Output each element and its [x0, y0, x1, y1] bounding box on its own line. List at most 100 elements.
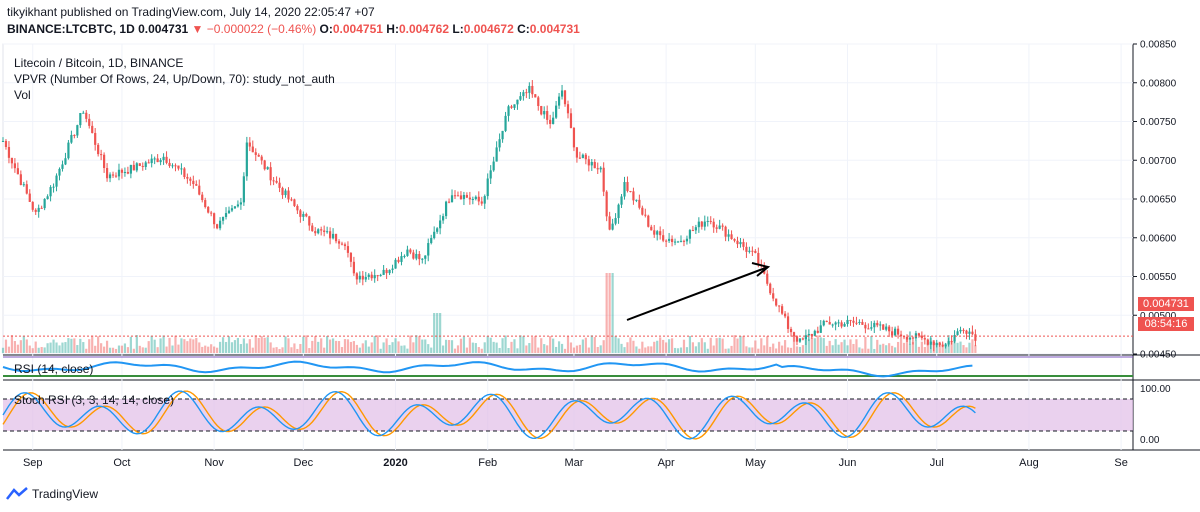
candle-body	[355, 273, 358, 280]
volume-bar	[873, 348, 876, 353]
volume-bar	[367, 346, 370, 353]
candle-body	[846, 319, 849, 325]
candle-body	[126, 171, 129, 174]
candle-body	[546, 111, 549, 120]
candle-body	[439, 220, 442, 229]
volume-bar	[132, 348, 135, 353]
candle-body	[447, 201, 451, 203]
volume-bar	[352, 341, 355, 353]
candle-body	[531, 85, 534, 95]
volume-bar	[905, 337, 909, 353]
volume-bar	[635, 346, 638, 353]
volume-bar	[902, 342, 906, 353]
volume-bar	[64, 342, 67, 353]
volume-bar	[920, 341, 923, 353]
candle-body	[444, 201, 448, 217]
volume-bar	[953, 340, 956, 353]
volume-bar	[849, 339, 852, 353]
candle-body	[778, 305, 781, 307]
volume-bar	[819, 337, 822, 353]
volume-bar	[569, 342, 573, 353]
candle-body	[263, 160, 266, 170]
volume-bar	[858, 347, 861, 353]
volume-bar	[519, 335, 522, 353]
candle-body	[587, 159, 590, 166]
candle-body	[810, 333, 813, 336]
y-tick-label: 0.00850	[1140, 40, 1177, 51]
volume-bar	[483, 342, 486, 353]
candle-body	[391, 268, 394, 270]
high-label: H:	[386, 22, 399, 36]
candle-body	[891, 331, 894, 336]
volume-bar	[593, 337, 596, 353]
candle-body	[513, 104, 516, 108]
candle-body	[141, 165, 144, 167]
volume-bar	[287, 338, 290, 353]
tradingview-logo[interactable]: TradingView	[6, 487, 98, 501]
candle-body	[801, 338, 805, 340]
volume-bar	[97, 336, 100, 353]
volume-bar	[867, 348, 870, 353]
candle-body	[659, 231, 662, 236]
volume-bar	[55, 342, 58, 353]
candle-body	[932, 341, 935, 346]
volume-bar	[88, 339, 91, 353]
candle-body	[665, 240, 668, 242]
candle-body	[189, 178, 192, 181]
volume-bar	[495, 342, 498, 353]
volume-bar	[513, 339, 516, 353]
candle-body	[697, 221, 700, 228]
candle-body	[55, 175, 58, 187]
volume-bar	[688, 335, 692, 353]
candle-body	[236, 204, 240, 207]
candle-body	[673, 241, 677, 243]
volume-bar	[337, 341, 341, 353]
volume-bar	[525, 345, 528, 353]
volume-bar	[899, 337, 903, 353]
volume-bar	[251, 347, 254, 353]
volume-bar	[34, 341, 37, 353]
candle-body	[70, 134, 73, 143]
volume-bar	[290, 347, 293, 353]
candle-body	[510, 106, 513, 108]
volume-bar	[385, 338, 388, 353]
candle-body	[269, 167, 272, 181]
annotation-arrow[interactable]	[626, 266, 769, 321]
volume-bar	[346, 339, 350, 353]
volume-bar	[91, 335, 94, 353]
candle-body	[560, 90, 564, 97]
volume-bar	[896, 341, 900, 353]
volume-bar	[894, 347, 897, 353]
volume-bar	[617, 338, 620, 353]
candle-body	[37, 207, 40, 212]
candle-body	[685, 238, 689, 242]
candle-body	[837, 322, 840, 324]
candle-body	[709, 220, 712, 222]
volume-bar	[444, 339, 448, 353]
volume-bar	[141, 347, 144, 353]
volume-bar	[439, 313, 442, 353]
candle-body	[905, 337, 909, 340]
candle-body	[474, 196, 477, 200]
volume-bar	[855, 339, 858, 353]
candle-body	[736, 240, 739, 245]
volume-bar	[224, 341, 228, 353]
candle-body	[418, 253, 421, 260]
volume-bar	[284, 336, 287, 353]
stoch-axis-100: 100.00	[1140, 384, 1171, 395]
volume-bar	[540, 338, 543, 353]
volume-bar	[25, 339, 28, 353]
candles	[1, 80, 977, 352]
volume-bar	[537, 347, 540, 353]
x-tick-label: Jul	[930, 457, 944, 469]
volume-bar	[715, 338, 718, 353]
volume-bar	[959, 341, 962, 353]
candle-body	[911, 337, 915, 339]
volume-bar	[721, 338, 724, 353]
volume-bar	[198, 342, 201, 353]
candle-body	[757, 252, 760, 265]
candle-body	[926, 339, 929, 345]
candle-body	[754, 250, 757, 253]
candle-body	[873, 322, 876, 328]
